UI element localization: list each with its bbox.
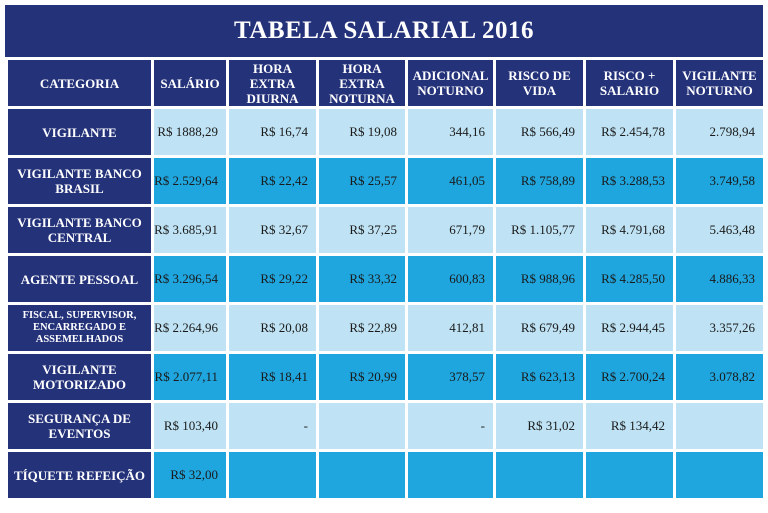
header-risco-de-vida: RISCO DE VIDA <box>496 60 583 106</box>
table-row: TÍQUETE REFEIÇÃO R$ 32,00 <box>8 452 763 498</box>
row-category: AGENTE PESSOAL <box>8 256 151 302</box>
table-cell: - <box>408 403 493 449</box>
table-cell: R$ 3.288,53 <box>586 158 673 204</box>
table-cell: R$ 29,22 <box>229 256 316 302</box>
table-cell <box>319 403 405 449</box>
table-row: VIGILANTE BANCO BRASIL R$ 2.529,64 R$ 22… <box>8 158 763 204</box>
table-cell: R$ 1.105,77 <box>496 207 583 253</box>
table-cell: 600,83 <box>408 256 493 302</box>
table-cell: R$ 20,08 <box>229 305 316 351</box>
header-row: CATEGORIA SALÁRIO HORA EXTRA DIURNA HORA… <box>8 60 763 106</box>
row-category: VIGILANTE BANCO CENTRAL <box>8 207 151 253</box>
table-cell: 3.357,26 <box>676 305 763 351</box>
table-cell: R$ 20,99 <box>319 354 405 400</box>
row-category: SEGURANÇA DE EVENTOS <box>8 403 151 449</box>
table-cell: R$ 1888,29 <box>154 109 226 155</box>
table-cell: 4.886,33 <box>676 256 763 302</box>
table-cell: R$ 2.700,24 <box>586 354 673 400</box>
table-cell: R$ 103,40 <box>154 403 226 449</box>
table-cell <box>586 452 673 498</box>
table-cell: R$ 25,57 <box>319 158 405 204</box>
table-cell: R$ 134,42 <box>586 403 673 449</box>
table-cell: R$ 2.944,45 <box>586 305 673 351</box>
table-cell: R$ 2.077,11 <box>154 354 226 400</box>
table-cell: 461,05 <box>408 158 493 204</box>
header-risco-salario: RISCO + SALARIO <box>586 60 673 106</box>
table-cell: R$ 758,89 <box>496 158 583 204</box>
table-row: VIGILANTE R$ 1888,29 R$ 16,74 R$ 19,08 3… <box>8 109 763 155</box>
table-row: FISCAL, SUPERVISOR, ENCARREGADO E ASSEME… <box>8 305 763 351</box>
table-cell <box>676 403 763 449</box>
header-hora-extra-noturna: HORA EXTRA NOTURNA <box>319 60 405 106</box>
table-row: VIGILANTE MOTORIZADO R$ 2.077,11 R$ 18,4… <box>8 354 763 400</box>
header-hora-extra-diurna: HORA EXTRA DIURNA <box>229 60 316 106</box>
table-cell: R$ 2.454,78 <box>586 109 673 155</box>
row-category: VIGILANTE BANCO BRASIL <box>8 158 151 204</box>
table-cell: 344,16 <box>408 109 493 155</box>
table-title: TABELA SALARIAL 2016 <box>5 5 763 57</box>
table-cell <box>676 452 763 498</box>
table-cell <box>319 452 405 498</box>
table-cell: - <box>229 403 316 449</box>
table-cell: R$ 623,13 <box>496 354 583 400</box>
header-categoria: CATEGORIA <box>8 60 151 106</box>
table-cell: R$ 3.685,91 <box>154 207 226 253</box>
table-cell: R$ 22,89 <box>319 305 405 351</box>
salary-table: CATEGORIA SALÁRIO HORA EXTRA DIURNA HORA… <box>5 57 766 501</box>
row-category: TÍQUETE REFEIÇÃO <box>8 452 151 498</box>
table-row: SEGURANÇA DE EVENTOS R$ 103,40 - - R$ 31… <box>8 403 763 449</box>
table-cell: R$ 16,74 <box>229 109 316 155</box>
table-cell: R$ 31,02 <box>496 403 583 449</box>
table-cell: R$ 3.296,54 <box>154 256 226 302</box>
header-adicional-noturno: ADICIONAL NOTURNO <box>408 60 493 106</box>
table-cell: R$ 4.285,50 <box>586 256 673 302</box>
table-cell: 5.463,48 <box>676 207 763 253</box>
table-cell <box>229 452 316 498</box>
table-row: VIGILANTE BANCO CENTRAL R$ 3.685,91 R$ 3… <box>8 207 763 253</box>
row-category: VIGILANTE MOTORIZADO <box>8 354 151 400</box>
table-cell: R$ 4.791,68 <box>586 207 673 253</box>
table-cell: R$ 2.529,64 <box>154 158 226 204</box>
table-cell: R$ 32,67 <box>229 207 316 253</box>
table-cell: 3.749,58 <box>676 158 763 204</box>
table-cell: R$ 2.264,96 <box>154 305 226 351</box>
table-cell: 671,79 <box>408 207 493 253</box>
table-cell: R$ 988,96 <box>496 256 583 302</box>
row-category: FISCAL, SUPERVISOR, ENCARREGADO E ASSEME… <box>8 305 151 351</box>
table-cell <box>496 452 583 498</box>
table-cell: R$ 33,32 <box>319 256 405 302</box>
table-cell: 3.078,82 <box>676 354 763 400</box>
table-cell: 378,57 <box>408 354 493 400</box>
header-salario: SALÁRIO <box>154 60 226 106</box>
table-cell: R$ 32,00 <box>154 452 226 498</box>
table-row: AGENTE PESSOAL R$ 3.296,54 R$ 29,22 R$ 3… <box>8 256 763 302</box>
header-vigilante-noturno: VIGILANTE NOTURNO <box>676 60 763 106</box>
table-cell: R$ 22,42 <box>229 158 316 204</box>
table-cell: R$ 18,41 <box>229 354 316 400</box>
row-category: VIGILANTE <box>8 109 151 155</box>
table-cell: 412,81 <box>408 305 493 351</box>
table-cell <box>408 452 493 498</box>
table-cell: R$ 19,08 <box>319 109 405 155</box>
table-cell: R$ 566,49 <box>496 109 583 155</box>
table-cell: R$ 37,25 <box>319 207 405 253</box>
table-cell: 2.798,94 <box>676 109 763 155</box>
table-cell: R$ 679,49 <box>496 305 583 351</box>
